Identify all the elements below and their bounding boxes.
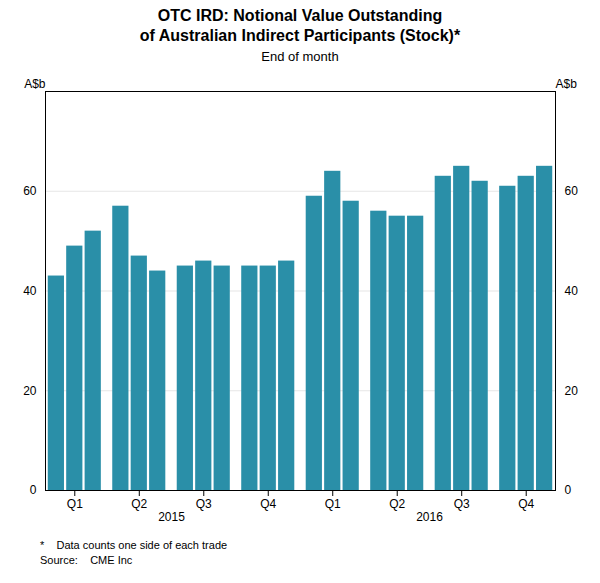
- svg-text:Q3: Q3: [196, 497, 212, 511]
- svg-text:40: 40: [565, 284, 579, 298]
- svg-text:2015: 2015: [158, 510, 185, 524]
- svg-text:Q2: Q2: [131, 497, 147, 511]
- svg-text:60: 60: [565, 184, 579, 198]
- svg-text:20: 20: [23, 384, 37, 398]
- svg-text:Q2: Q2: [389, 497, 405, 511]
- html-text:End of month: End of month: [261, 49, 339, 64]
- svg-text:20: 20: [565, 384, 579, 398]
- svg-text:60: 60: [23, 184, 37, 198]
- svg-text:2016: 2016: [416, 510, 443, 524]
- svg-text:A$b: A$b: [556, 77, 578, 91]
- html-text:* Data counts one side of each: * Data counts one side of each trade: [40, 539, 228, 551]
- svg-text:A$b: A$b: [24, 77, 46, 91]
- svg-text:0: 0: [565, 483, 572, 497]
- svg-text:Q1: Q1: [67, 497, 83, 511]
- svg-text:0: 0: [30, 483, 37, 497]
- svg-text:40: 40: [23, 284, 37, 298]
- html-text:OTC IRD: Notional Value Outsta: OTC IRD: Notional Value Outstanding of A…: [139, 7, 461, 44]
- svg-text:Q4: Q4: [260, 497, 276, 511]
- html-text:Source: CME Inc: Source: CME Inc: [40, 554, 133, 566]
- svg-text:Q4: Q4: [518, 497, 534, 511]
- svg-text:Q3: Q3: [454, 497, 470, 511]
- svg-text:Q1: Q1: [325, 497, 341, 511]
